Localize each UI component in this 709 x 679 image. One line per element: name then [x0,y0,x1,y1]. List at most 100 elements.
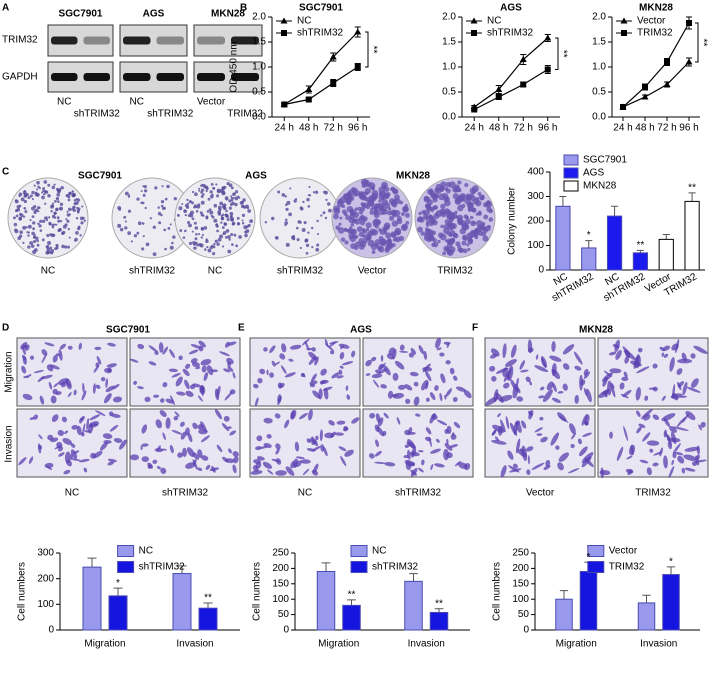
point [686,20,692,26]
blot-band [123,36,151,45]
cell [71,424,78,430]
colony [301,228,306,233]
colony [390,201,395,206]
cell [387,390,394,399]
colony [277,190,281,194]
series-line [473,37,549,108]
colony [457,220,462,226]
cell [418,345,425,355]
x-tick-label: 24 h [275,123,294,134]
cell [351,350,356,358]
y-tick-label: 250 [272,548,289,559]
panel-label: C [2,167,9,178]
colony [359,240,367,248]
y-axis-label: Cell numbers [492,562,503,621]
cell [160,448,167,451]
legend-label: Vector [609,546,638,557]
colony [299,246,302,250]
cell [623,349,636,360]
cell [435,337,441,349]
colony [56,216,60,220]
cell [200,358,212,366]
colony [157,211,162,216]
legend-label: shTRIM32 [487,28,534,39]
colony [315,247,320,252]
colony [231,222,235,226]
blot-band [51,73,78,81]
colony [161,185,164,188]
cell [187,432,193,443]
cell [104,393,112,404]
colony [442,251,447,256]
colony [473,233,478,238]
colony [216,224,219,228]
y-tick-label: 100 [512,594,529,605]
cell [263,347,268,352]
colony [457,194,465,202]
cell [425,427,432,435]
cell [691,461,698,467]
x-tick-label: Migration [318,639,359,650]
colony [142,235,145,238]
transwell-title: MKN28 [579,325,613,336]
colony [221,226,225,229]
colony [420,231,425,236]
colony [305,251,309,255]
colony [333,213,339,220]
cell [452,396,458,402]
cell [407,439,416,449]
cell [168,368,178,373]
legend-swatch [350,561,368,573]
colony [219,201,224,206]
colony [440,203,446,210]
cell [666,434,671,441]
cell [562,383,568,391]
colony [23,199,27,204]
cell [18,457,27,466]
cell [690,353,696,359]
cell [527,455,530,465]
cell [329,341,339,345]
cell [623,425,629,441]
cell [584,421,589,426]
colony [448,181,456,189]
colony [380,241,387,247]
cell [192,422,198,430]
colony [144,206,147,210]
cell [451,432,455,437]
cell [545,459,551,467]
point [495,94,502,100]
colony [405,221,410,225]
cell [494,436,500,442]
cell [89,414,101,421]
cell [580,379,586,386]
colony [51,223,55,227]
colony [140,201,143,205]
lane-label: shTRIM32 [74,109,121,120]
colony [222,231,227,235]
cell [171,429,183,435]
colony [284,221,289,225]
colony [217,212,222,216]
colony [60,186,64,190]
cell [399,344,405,351]
cell [203,372,209,382]
colony [296,226,299,230]
colony [68,236,71,239]
series-line [622,61,690,108]
colony [167,227,171,230]
cell [409,451,420,457]
colony [83,219,86,222]
colony [374,205,379,210]
colony [458,247,463,252]
colony [327,202,331,206]
y-tick-label: 1.5 [592,37,606,48]
colony [467,236,472,242]
cell [329,350,335,355]
cell [384,462,396,467]
cell [380,354,384,362]
legend-swatch [117,545,135,557]
legend-swatch [563,180,579,192]
micrograph [129,408,241,478]
colony [350,211,355,217]
